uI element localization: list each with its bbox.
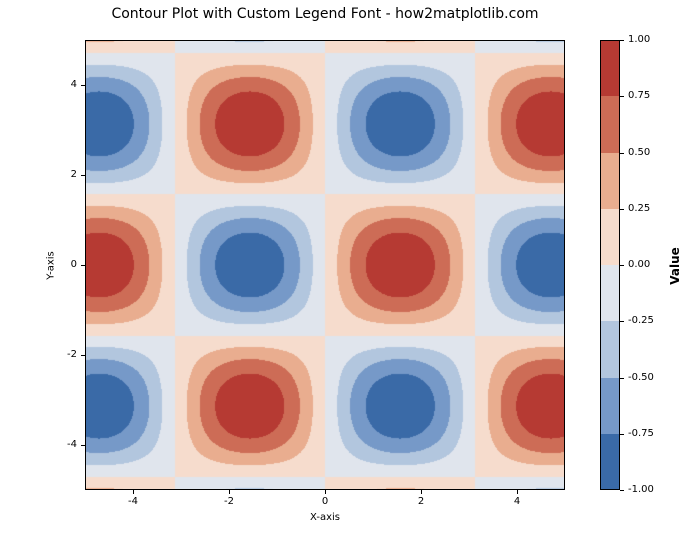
y-tick-label: 0 — [71, 259, 77, 270]
colorbar-tick-label: -0.75 — [628, 428, 654, 439]
colorbar-tick-mark — [620, 321, 624, 322]
x-tick-mark — [325, 490, 326, 494]
colorbar-tick-label: 1.00 — [628, 34, 650, 45]
colorbar — [600, 40, 620, 490]
colorbar-tick-label: -0.50 — [628, 372, 654, 383]
y-tick-label: -2 — [67, 349, 77, 360]
colorbar-tick-label: 0.00 — [628, 259, 650, 270]
colorbar-tick-mark — [620, 490, 624, 491]
contour-surface — [85, 40, 565, 490]
x-tick-label: -4 — [113, 496, 153, 507]
colorbar-segment — [600, 265, 620, 321]
x-tick-label: 4 — [497, 496, 537, 507]
colorbar-tick-label: 0.25 — [628, 203, 650, 214]
colorbar-tick-mark — [620, 209, 624, 210]
colorbar-label: Value — [668, 216, 682, 316]
plot-area — [85, 40, 565, 490]
colorbar-tick-label: 0.75 — [628, 90, 650, 101]
colorbar-tick-mark — [620, 40, 624, 41]
colorbar-segment — [600, 321, 620, 377]
x-axis-label: X-axis — [85, 512, 565, 523]
colorbar-tick-mark — [620, 265, 624, 266]
colorbar-tick-mark — [620, 153, 624, 154]
colorbar-tick-mark — [620, 378, 624, 379]
x-tick-label: 2 — [401, 496, 441, 507]
y-tick-label: -4 — [67, 439, 77, 450]
colorbar-tick-mark — [620, 96, 624, 97]
x-tick-label: 0 — [305, 496, 345, 507]
y-tick-mark — [81, 85, 85, 86]
x-tick-mark — [517, 490, 518, 494]
colorbar-segment — [600, 434, 620, 490]
x-tick-mark — [229, 490, 230, 494]
chart-title: Contour Plot with Custom Legend Font - h… — [0, 6, 650, 22]
y-tick-mark — [81, 355, 85, 356]
figure: Contour Plot with Custom Legend Font - h… — [0, 0, 700, 560]
y-tick-mark — [81, 265, 85, 266]
y-tick-label: 2 — [71, 169, 77, 180]
colorbar-tick-label: -0.25 — [628, 315, 654, 326]
colorbar-segment — [600, 96, 620, 152]
y-tick-label: 4 — [71, 79, 77, 90]
x-tick-mark — [421, 490, 422, 494]
colorbar-tick-label: 0.50 — [628, 147, 650, 158]
colorbar-segment — [600, 153, 620, 209]
y-axis-label: Y-axis — [46, 216, 57, 316]
colorbar-segment — [600, 209, 620, 265]
y-tick-mark — [81, 175, 85, 176]
colorbar-segment — [600, 378, 620, 434]
y-tick-mark — [81, 445, 85, 446]
colorbar-tick-mark — [620, 434, 624, 435]
colorbar-segment — [600, 40, 620, 96]
colorbar-tick-label: -1.00 — [628, 484, 654, 495]
x-tick-label: -2 — [209, 496, 249, 507]
x-tick-mark — [133, 490, 134, 494]
